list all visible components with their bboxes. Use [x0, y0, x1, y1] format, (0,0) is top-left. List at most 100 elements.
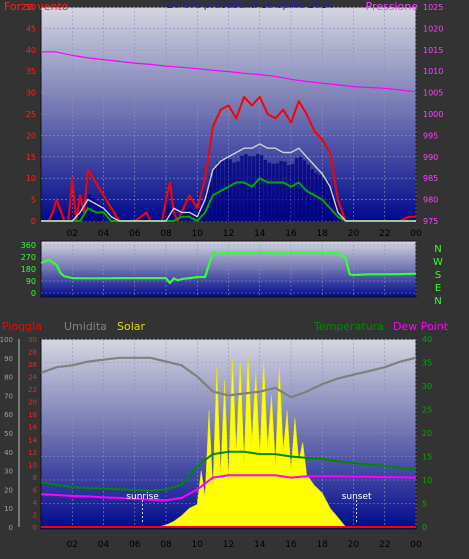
wind-y-tick-label: 35 [26, 67, 36, 76]
climate-x-tick-label: 14 [254, 540, 266, 550]
climate-x-tick-label: 04 [98, 540, 110, 550]
wind-bar [283, 161, 287, 221]
wind-x-tick-label: 10 [192, 229, 204, 239]
climate-x-tick-label: 08 [160, 540, 172, 550]
wind-bar [68, 209, 72, 221]
sunrise-label: sunrise [126, 492, 159, 502]
wind-x-tick-label: 06 [129, 229, 141, 239]
wind-bar [197, 209, 201, 221]
wind-x-tick-label: 16 [285, 229, 297, 239]
wind-bar [177, 218, 182, 221]
climate-x-tick-label: 00 [410, 540, 422, 550]
wind-bar [146, 218, 150, 221]
pressure-y-tick-label: 975 [423, 217, 438, 226]
wind-bar [251, 156, 256, 221]
wind-x-tick-label: 22 [379, 229, 390, 239]
humidity-y-tick-label: 70 [4, 392, 13, 400]
wind-x-ticks: 02 04 06 08 10 12 14 16 18 20 22 00 [67, 229, 422, 239]
wind-bar [138, 218, 143, 221]
wind-bar [166, 204, 170, 221]
wind-x-tick-label: 12 [223, 229, 234, 239]
wind-bar [287, 165, 291, 221]
humidity-y-ticks: 0 10 20 30 40 50 60 70 80 90 100 [0, 336, 20, 532]
pressure-y-right-ticks: 975 980 985 990 995 1000 1005 1010 1015 1020 1025 [423, 3, 443, 226]
humidity-line [40, 356, 417, 399]
wind-y-tick-label: 50 [26, 3, 36, 12]
wind-average-line [41, 143, 416, 222]
humidity-y-tick-label: 50 [4, 430, 13, 438]
humidity-y-tick-label: 10 [4, 505, 13, 513]
wind-y-tick-label: 45 [26, 24, 36, 33]
temperature-line [40, 450, 417, 492]
wind-bar [72, 209, 76, 221]
direction-gridlines [41, 241, 417, 297]
legend-item: Temperatura [313, 320, 384, 333]
rain-y-tick-label: 28 [28, 349, 37, 357]
temperature-y-ticks: 0 5 10 15 20 25 30 35 40 [422, 335, 432, 532]
wind-x-tick-label: 04 [98, 229, 110, 239]
climate-x-tick-label: 16 [285, 540, 297, 550]
wind-bar [248, 156, 252, 221]
wind-y-left-ticks: 0 5 10 15 20 25 30 35 40 45 50 [26, 3, 36, 226]
rain-y-tick-label: 8 [33, 474, 37, 482]
wind-bar [330, 189, 334, 221]
wind-bar [52, 212, 57, 221]
wind-bar [326, 181, 330, 221]
humidity-y-tick-label: 90 [4, 355, 13, 363]
temperature-y-tick-label: 0 [422, 523, 427, 532]
wind-bar [291, 163, 295, 221]
rain-y-tick-label: 30 [28, 336, 37, 344]
temperature-y-tick-label: 5 [422, 500, 427, 509]
climate-x-tick-label: 20 [348, 540, 360, 550]
humidity-y-tick-label: 20 [4, 486, 13, 494]
rain-y-tick-label: 14 [28, 436, 37, 444]
pressure-y-tick-label: 1020 [423, 24, 443, 33]
wind-bar [48, 218, 53, 221]
pressure-axis-label: Pressione [366, 0, 419, 13]
wind-bar [236, 161, 240, 221]
rain-y-tick-label: 18 [28, 411, 37, 419]
wind-bar [333, 202, 338, 221]
wind-x-tick-label: 08 [160, 229, 172, 239]
direction-y-tick-label: 0 [31, 289, 36, 298]
wind-bar [244, 153, 248, 221]
wind-bar [255, 153, 260, 221]
rain-y-tick-label: 6 [33, 486, 38, 494]
legend-item: Solar [117, 320, 146, 333]
wind-bar [107, 212, 111, 221]
wind-bar [412, 218, 416, 221]
wind-y-tick-label: 25 [26, 110, 36, 119]
wind-x-tick-label: 18 [317, 229, 329, 239]
rain-y-tick-label: 16 [28, 424, 37, 432]
wind-bar [232, 162, 236, 221]
legend-item: Pioggia [2, 320, 42, 333]
wind-bar [279, 160, 283, 221]
rain-y-tick-label: 12 [28, 449, 37, 457]
wind-bar [162, 215, 166, 221]
chart-title: 24 Ore precedenti 16 aprile 2014 [167, 0, 334, 11]
legend-item: Umidita [64, 320, 107, 333]
wind-bar [302, 160, 307, 221]
wind-x-tick-label: 20 [348, 229, 360, 239]
wind-bar [56, 212, 61, 221]
pressure-y-tick-label: 1010 [423, 67, 443, 76]
temperature-y-tick-label: 35 [422, 359, 432, 368]
humidity-y-tick-label: 60 [4, 411, 13, 419]
direction-y-tick-label: 180 [21, 265, 36, 274]
climate-legend: Pioggia Umidita Solar Temperatura Dew Point [2, 320, 449, 333]
wind-bar [185, 209, 189, 221]
dew-point-line [40, 474, 417, 502]
rain-y-tick-label: 24 [28, 374, 37, 382]
temperature-y-tick-label: 10 [422, 476, 432, 485]
pressure-y-tick-label: 990 [423, 153, 438, 162]
humidity-y-tick-label: 40 [4, 449, 13, 457]
compass-letter: S [435, 270, 441, 281]
wind-bar [228, 159, 232, 221]
wind-y-tick-label: 10 [26, 174, 36, 183]
wind-bar [298, 156, 303, 221]
temperature-y-tick-label: 20 [422, 429, 432, 438]
climate-x-tick-label: 02 [67, 540, 78, 550]
wind-bar [408, 218, 412, 221]
